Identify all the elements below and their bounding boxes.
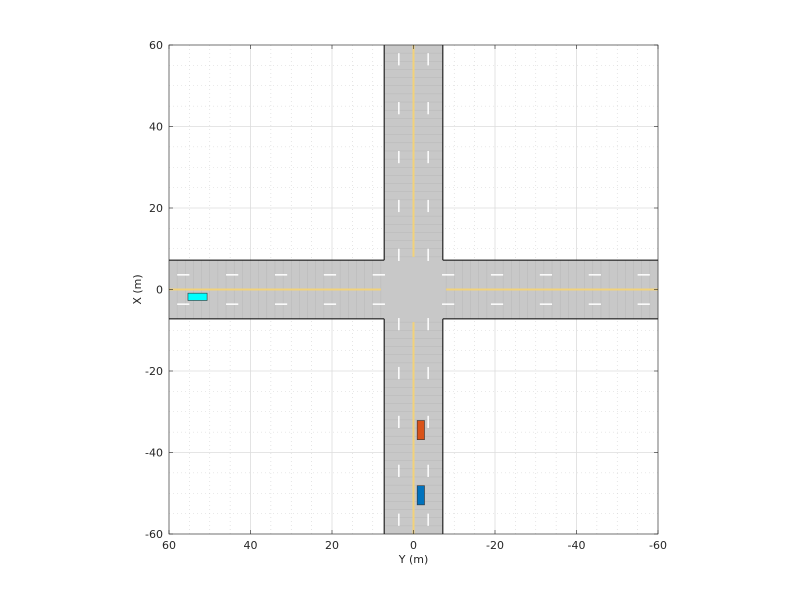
x-axis-label: Y (m) — [398, 553, 429, 566]
y-tick-label: -40 — [145, 447, 163, 460]
lane-markings — [168, 44, 659, 535]
y-tick-label: -60 — [145, 528, 163, 541]
y-tick-label: -20 — [145, 365, 163, 378]
x-tick-label: 20 — [325, 539, 339, 552]
x-tick-label: -60 — [649, 539, 667, 552]
y-tick-label: 0 — [156, 284, 163, 297]
x-tick-label: -40 — [568, 539, 586, 552]
x-tick-label: -20 — [486, 539, 504, 552]
x-tick-label: 40 — [244, 539, 258, 552]
x-tick-label: 0 — [410, 539, 417, 552]
car-cyan — [187, 292, 208, 301]
car-blue — [416, 485, 425, 506]
y-tick-label: 20 — [149, 202, 163, 215]
car-orange — [416, 420, 425, 440]
vehicles — [187, 292, 425, 506]
y-tick-label: 40 — [149, 121, 163, 134]
y-axis-label: X (m) — [131, 274, 144, 304]
x-tick-label: 60 — [162, 539, 176, 552]
y-tick-label: 60 — [149, 39, 163, 52]
